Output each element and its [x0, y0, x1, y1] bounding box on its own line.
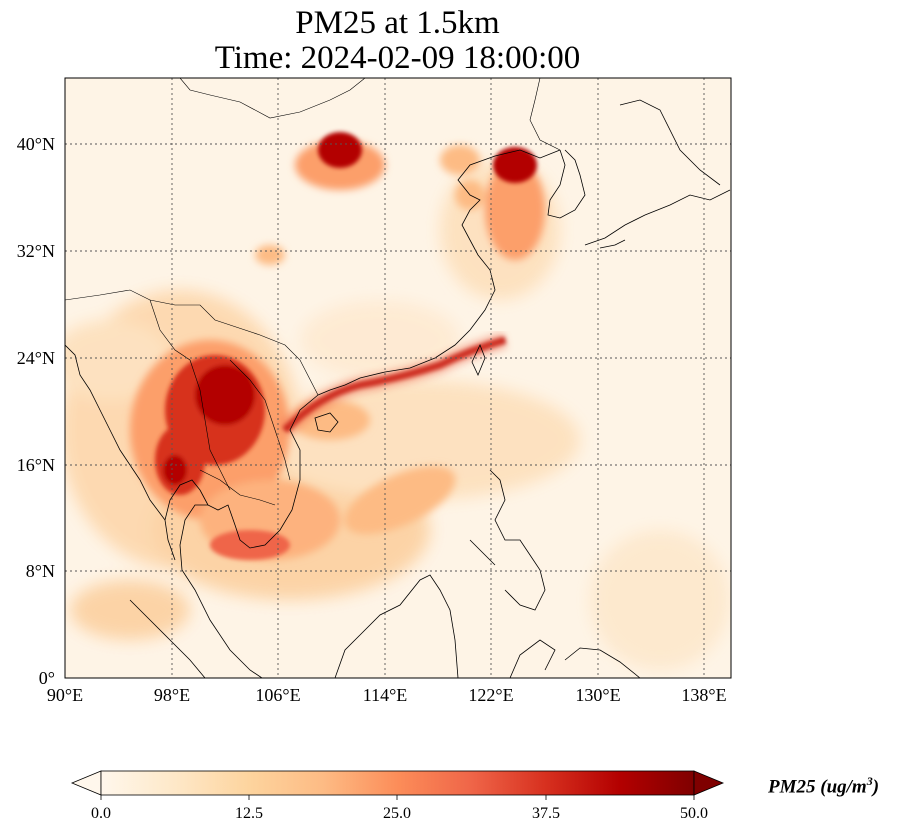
lon-tick-90: 90°E — [47, 685, 83, 705]
lat-tick-16: 16°N — [17, 455, 55, 475]
lat-tick-0: 0° — [39, 668, 55, 688]
colorbar-label-main: PM25 (ug/m — [768, 776, 867, 798]
colorbar-tick-3: 37.5 — [532, 805, 560, 822]
lon-tick-98: 98°E — [154, 685, 190, 705]
colorbar-label-end: ) — [872, 776, 880, 798]
lat-tick-8: 8°N — [26, 561, 55, 581]
colorbar-label-sup: 3 — [866, 774, 873, 788]
colorbar-label: PM25 (ug/m3) — [768, 774, 879, 798]
colorbar-tick-0: 0.0 — [91, 805, 111, 822]
lon-tick-122: 122°E — [468, 685, 513, 705]
lon-tick-labels: 90°E 98°E 106°E 114°E 122°E 130°E 138°E — [47, 685, 727, 705]
title-line-2: Time: 2024-02-09 18:00:00 — [214, 40, 581, 76]
gridlines — [65, 78, 731, 678]
lon-tick-114: 114°E — [363, 685, 408, 705]
colorbar: 0.0 12.5 25.0 37.5 50.0 — [70, 770, 725, 822]
lon-tick-138: 138°E — [681, 685, 726, 705]
colorbar-tick-4: 50.0 — [680, 805, 708, 822]
pm25-field — [65, 78, 731, 678]
lat-tick-24: 24°N — [17, 348, 55, 368]
lon-tick-130: 130°E — [575, 685, 620, 705]
title-line-1: PM25 at 1.5km — [295, 5, 500, 41]
lat-tick-40: 40°N — [17, 134, 55, 154]
colorbar-max-arrow — [693, 770, 725, 796]
colorbar-min-arrow — [70, 770, 102, 796]
lon-tick-106: 106°E — [255, 685, 300, 705]
lat-tick-32: 32°N — [17, 241, 55, 261]
lat-tick-labels: 0° 8°N 16°N 24°N 32°N 40°N — [17, 134, 55, 688]
colorbar-tick-2: 25.0 — [383, 805, 411, 822]
map-frame — [64, 77, 732, 679]
colorbar-tick-1: 12.5 — [235, 805, 263, 822]
colorbar-gradient — [100, 770, 695, 796]
coastlines — [65, 78, 731, 678]
